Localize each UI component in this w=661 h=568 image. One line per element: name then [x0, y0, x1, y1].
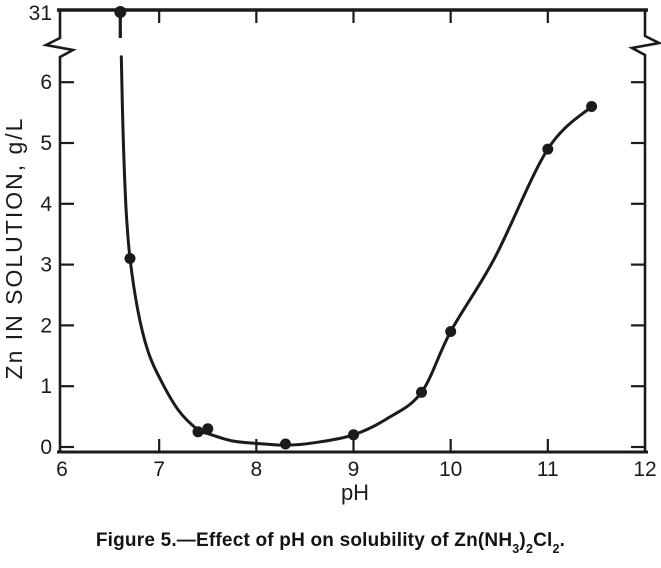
data-point	[586, 101, 598, 112]
data-point	[542, 143, 554, 155]
data-point	[124, 253, 136, 264]
caption-period: .	[559, 530, 566, 551]
figure-caption: Figure 5.—Effect of pH on solubility of …	[0, 530, 661, 556]
y-tick-label: 0	[40, 436, 52, 459]
y-tick-label: 3	[40, 254, 52, 277]
y-tick-label: 2	[40, 314, 52, 337]
solubility-curve	[119, 55, 594, 447]
x-axis-title: pH	[341, 480, 369, 505]
caption-subscript-2b: 2	[552, 541, 560, 556]
data-point	[280, 438, 291, 450]
caption-subscript-3: 3	[512, 541, 520, 556]
caption-paren: )	[519, 530, 526, 551]
caption-subscript-2a: 2	[525, 541, 534, 556]
x-tick-label: 10	[439, 458, 462, 481]
y-axis-break-label: 31	[29, 2, 52, 25]
x-tick-label: 9	[348, 458, 360, 481]
x-tick-label: 8	[250, 458, 262, 481]
data-point	[416, 386, 427, 398]
y-tick-label: 4	[40, 193, 52, 216]
y-axis-title: Zn IN SOLUTION, g/L	[1, 117, 27, 380]
y-tick-label: 6	[40, 71, 52, 94]
y-tick-label: 1	[40, 375, 52, 398]
data-point	[192, 426, 204, 438]
x-tick-label: 12	[633, 458, 656, 481]
x-tick-label: 6	[56, 458, 68, 481]
data-point	[348, 429, 359, 441]
right-axis-with-break	[628, 10, 661, 452]
x-tick-label: 7	[153, 458, 165, 481]
data-point	[202, 423, 214, 435]
caption-text: Figure 5.—Effect of pH on solubility of …	[95, 530, 513, 551]
data-point	[114, 6, 127, 18]
y-tick-label: 5	[40, 132, 52, 155]
x-tick-label: 11	[537, 458, 559, 481]
left-axis-with-break	[41, 10, 77, 452]
caption-cl: Cl	[533, 530, 553, 551]
data-point	[445, 326, 457, 337]
